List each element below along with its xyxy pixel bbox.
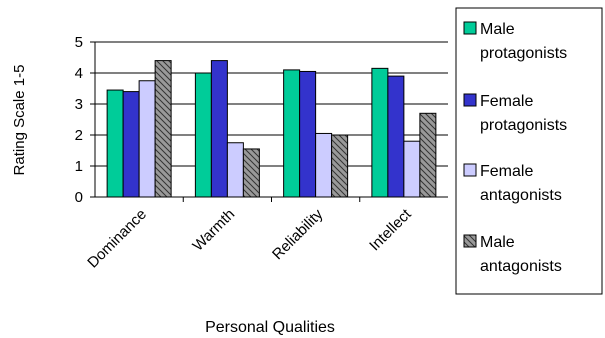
y-tick-label: 4: [75, 65, 83, 82]
bar-dominance-series-2: [122, 91, 140, 198]
y-tick-label: 2: [75, 127, 83, 144]
bar-warmth-series-4: [242, 148, 260, 198]
x-axis-label: Personal Qualities: [205, 319, 335, 336]
legend-swatch: [463, 93, 477, 107]
y-tick-label: 0: [75, 189, 83, 206]
bar-dominance-series-1: [106, 89, 124, 198]
bars: [106, 60, 437, 198]
bar-warmth-series-3: [226, 142, 244, 198]
x-tick-label: Warmth: [189, 206, 238, 255]
legend-label: protagonists: [480, 45, 567, 62]
bar-intellect-series-1: [371, 67, 389, 198]
y-tick-label: 3: [75, 96, 83, 113]
legend-swatch: [463, 163, 477, 177]
legend-label: Female: [480, 93, 533, 110]
bar-reliability-series-2: [299, 70, 317, 198]
bar-reliability-series-4: [331, 134, 349, 198]
bar-dominance-series-4: [154, 60, 172, 198]
x-tick-label: Intellect: [366, 205, 415, 254]
bar-warmth-series-2: [210, 60, 228, 198]
y-axis-label: Rating Scale 1-5: [11, 65, 28, 176]
bar-dominance-series-3: [138, 80, 156, 198]
bar-intellect-series-3: [403, 140, 421, 198]
bar-intellect-series-2: [387, 75, 405, 198]
bar-intellect-series-4: [419, 112, 437, 198]
legend: Male protagonists Female protagonists Female…: [455, 7, 603, 295]
legend-label: Male: [480, 21, 515, 38]
legend-swatch: [463, 21, 477, 35]
x-tick-label: Dominance: [84, 206, 150, 272]
legend-label: Male: [480, 234, 515, 251]
legend-swatch: [463, 234, 477, 248]
bar-warmth-series-1: [194, 72, 212, 198]
x-tick-label: Reliability: [269, 205, 327, 263]
legend-label: antagonists: [480, 258, 562, 275]
legend-label: protagonists: [480, 117, 567, 134]
bar-reliability-series-3: [315, 132, 333, 198]
legend-label: Female: [480, 163, 533, 180]
legend-label: antagonists: [480, 187, 562, 204]
bar-reliability-series-1: [283, 69, 301, 198]
legend-box: [455, 7, 603, 295]
y-tick-label: 1: [75, 158, 83, 175]
y-tick-label: 5: [75, 34, 83, 51]
